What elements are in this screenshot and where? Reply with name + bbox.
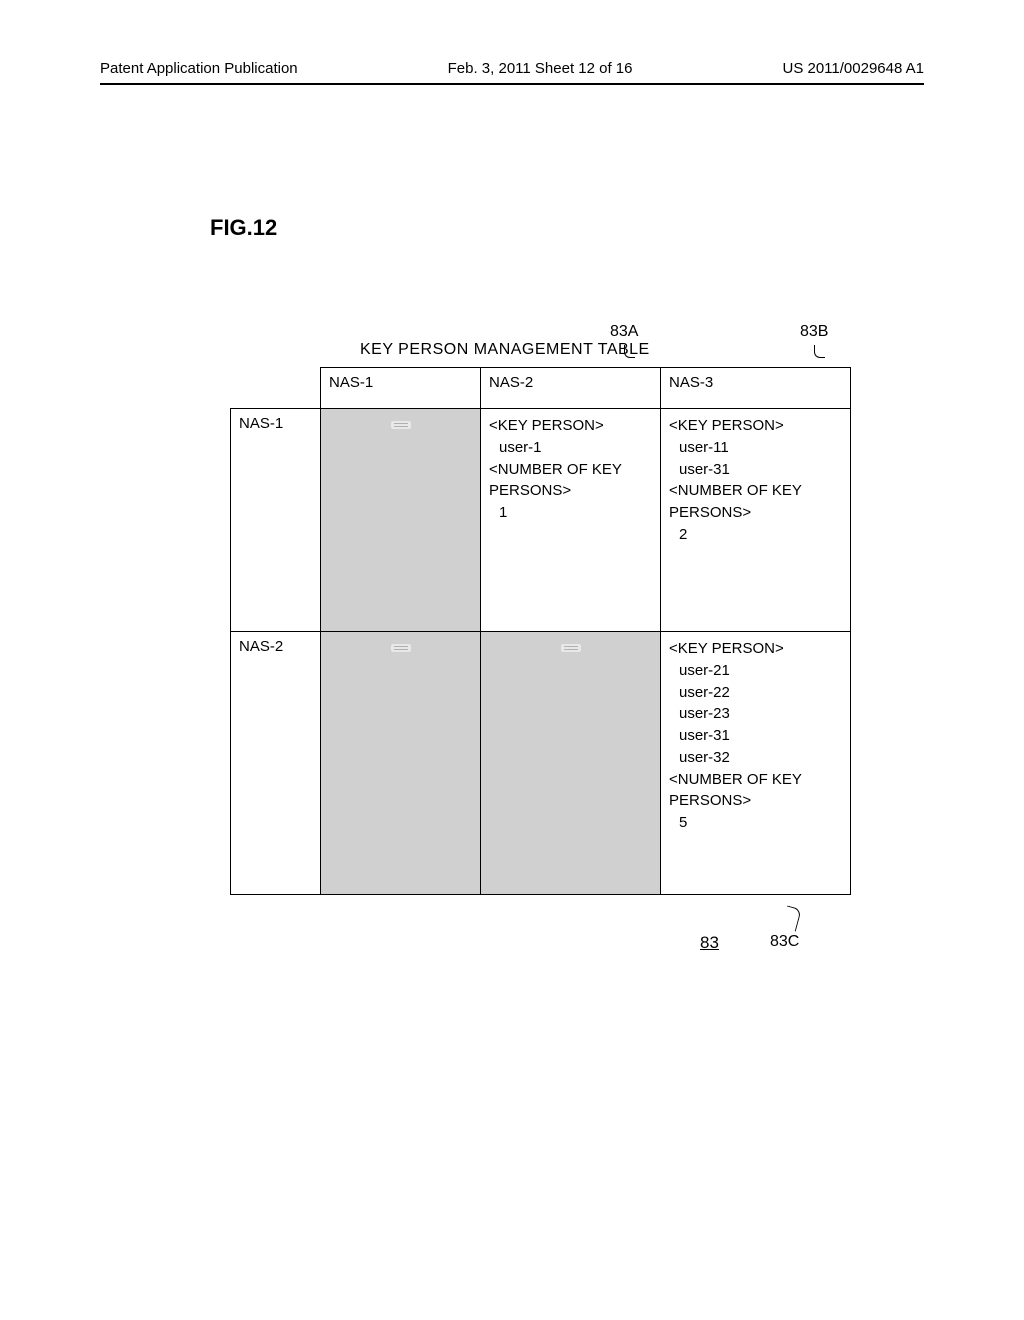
count-header: <NUMBER OF KEY PERSONS> bbox=[669, 480, 842, 524]
key-person-header: <KEY PERSON> bbox=[489, 415, 652, 437]
table-row: NAS-1 <KEY PERSON> user-1 <NUMBER OF KEY… bbox=[231, 409, 851, 632]
count-value: 5 bbox=[669, 812, 842, 834]
user-entry: user-23 bbox=[679, 703, 842, 725]
col-header: NAS-1 bbox=[321, 368, 481, 409]
count-value: 2 bbox=[669, 524, 842, 546]
figure-label: FIG.12 bbox=[210, 215, 924, 241]
table-header-row: NAS-1 NAS-2 NAS-3 bbox=[231, 368, 851, 409]
count-value: 1 bbox=[489, 502, 652, 524]
callout-83a: 83A bbox=[610, 323, 638, 341]
col-header: NAS-2 bbox=[481, 368, 661, 409]
dash-icon bbox=[561, 644, 581, 652]
header-left: Patent Application Publication bbox=[100, 60, 298, 77]
count-header: <NUMBER OF KEY PERSONS> bbox=[489, 459, 652, 503]
table-title: KEY PERSON MANAGEMENT TABLE bbox=[360, 341, 650, 359]
bottom-callouts: 83 83C bbox=[230, 905, 850, 965]
table-row: NAS-2 <KEY PERSON> user-21 user-22 user-… bbox=[231, 632, 851, 895]
user-entry: user-31 bbox=[679, 725, 842, 747]
table-corner bbox=[231, 368, 321, 409]
table-cell: <KEY PERSON> user-11 user-31 <NUMBER OF … bbox=[661, 409, 851, 632]
table-container: KEY PERSON MANAGEMENT TABLE 83A 83B NAS-… bbox=[230, 341, 850, 965]
header-mid: Feb. 3, 2011 Sheet 12 of 16 bbox=[448, 60, 633, 77]
row-label: NAS-2 bbox=[231, 632, 321, 895]
user-entry: user-21 bbox=[679, 660, 842, 682]
user-entry: user-11 bbox=[679, 437, 842, 459]
shaded-cell bbox=[321, 409, 481, 632]
ref-83c: 83C bbox=[770, 933, 799, 951]
shaded-cell bbox=[321, 632, 481, 895]
key-person-table: NAS-1 NAS-2 NAS-3 NAS-1 <KEY PERSON> use… bbox=[230, 367, 851, 895]
page-header: Patent Application Publication Feb. 3, 2… bbox=[100, 60, 924, 85]
count-header: <NUMBER OF KEY PERSONS> bbox=[669, 769, 842, 813]
callout-83b: 83B bbox=[800, 323, 828, 341]
user-entry: user-1 bbox=[499, 437, 652, 459]
callout-hook-icon bbox=[814, 345, 825, 358]
callout-hook-icon bbox=[624, 345, 635, 358]
dash-icon bbox=[391, 644, 411, 652]
row-label: NAS-1 bbox=[231, 409, 321, 632]
col-header: NAS-3 bbox=[661, 368, 851, 409]
user-entry: user-32 bbox=[679, 747, 842, 769]
ref-83: 83 bbox=[700, 933, 719, 953]
callout-hook-icon bbox=[781, 905, 801, 931]
header-right: US 2011/0029648 A1 bbox=[782, 60, 924, 77]
dash-icon bbox=[391, 421, 411, 429]
table-cell: <KEY PERSON> user-1 <NUMBER OF KEY PERSO… bbox=[481, 409, 661, 632]
shaded-cell bbox=[481, 632, 661, 895]
user-entry: user-22 bbox=[679, 682, 842, 704]
user-entry: user-31 bbox=[679, 459, 842, 481]
key-person-header: <KEY PERSON> bbox=[669, 638, 842, 660]
table-cell: <KEY PERSON> user-21 user-22 user-23 use… bbox=[661, 632, 851, 895]
key-person-header: <KEY PERSON> bbox=[669, 415, 842, 437]
